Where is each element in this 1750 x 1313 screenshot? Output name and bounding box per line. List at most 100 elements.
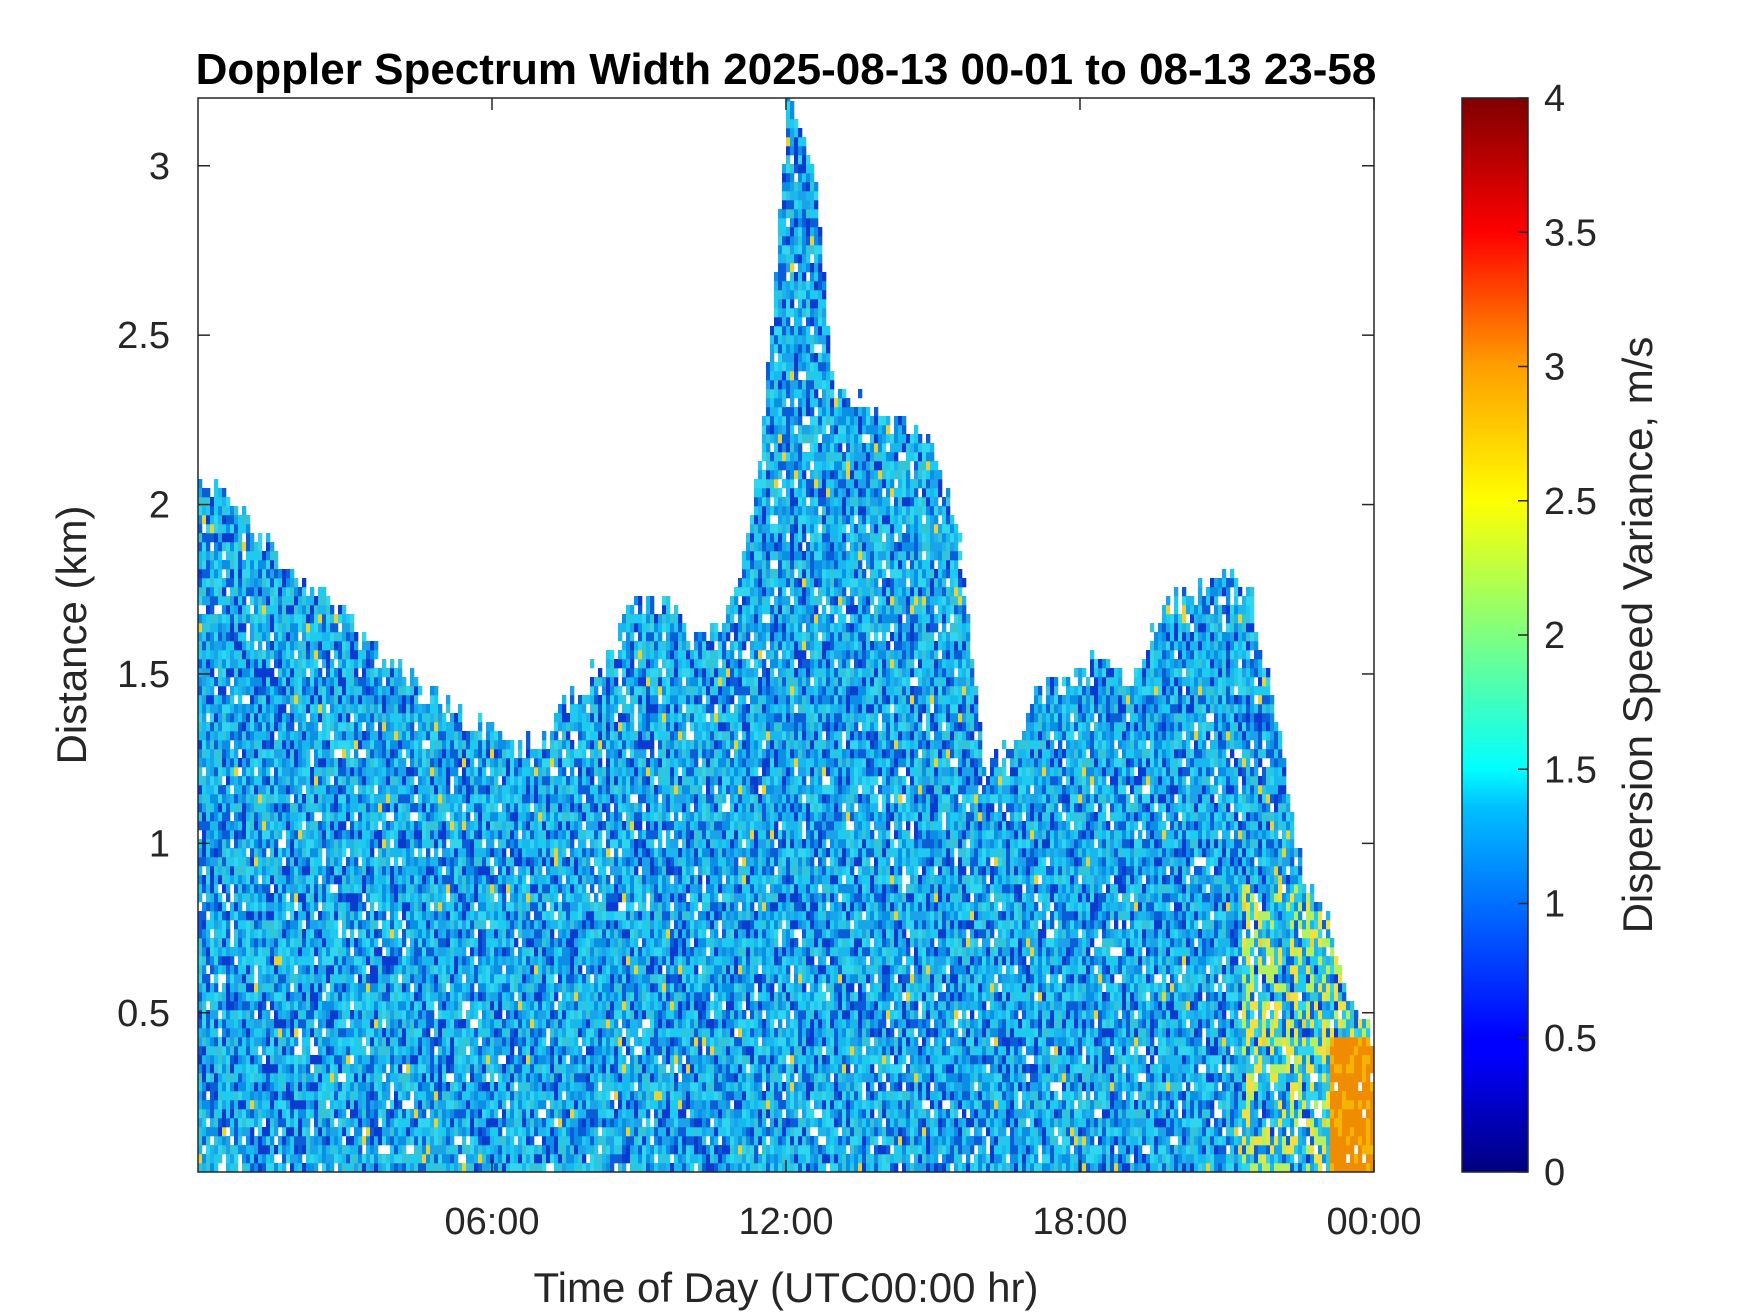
heatmap-cell xyxy=(350,929,355,939)
heatmap-cell xyxy=(422,713,427,723)
heatmap-cell xyxy=(286,1109,291,1119)
heatmap-cell xyxy=(214,533,219,543)
heatmap-cell xyxy=(490,1001,495,1011)
heatmap-cell xyxy=(390,695,395,705)
heatmap-cell xyxy=(246,875,251,885)
heatmap-cell xyxy=(322,596,327,606)
heatmap-cell xyxy=(354,686,359,696)
heatmap-cell xyxy=(278,668,283,678)
heatmap-cell xyxy=(246,821,251,831)
heatmap-cell xyxy=(346,1037,351,1047)
heatmap-cell xyxy=(402,1055,407,1065)
heatmap-cell xyxy=(282,704,287,714)
heatmap-cell xyxy=(242,1145,247,1155)
heatmap-cell xyxy=(318,695,323,705)
heatmap-cell xyxy=(446,992,451,1002)
heatmap-cell xyxy=(334,974,339,984)
heatmap-cell xyxy=(294,911,299,921)
heatmap-cell xyxy=(550,830,555,840)
heatmap-cell xyxy=(258,704,263,714)
heatmap-cell xyxy=(350,902,355,912)
heatmap-cell xyxy=(482,1001,487,1011)
heatmap-cell xyxy=(478,875,483,885)
heatmap-cell xyxy=(378,803,383,813)
heatmap-cell xyxy=(210,884,215,894)
heatmap-cell xyxy=(290,650,295,660)
heatmap-cell xyxy=(226,731,231,741)
heatmap-cell xyxy=(202,1082,207,1092)
heatmap-cell xyxy=(510,1154,515,1164)
heatmap-cell xyxy=(226,1001,231,1011)
heatmap-cell xyxy=(302,677,307,687)
heatmap-cell xyxy=(530,1145,535,1155)
heatmap-cell xyxy=(294,947,299,957)
heatmap-cell xyxy=(342,866,347,876)
heatmap-cell xyxy=(442,992,447,1002)
heatmap-cell xyxy=(394,956,399,966)
heatmap-cell xyxy=(394,974,399,984)
heatmap-cell xyxy=(422,947,427,957)
heatmap-cell xyxy=(226,812,231,822)
heatmap-cell xyxy=(410,992,415,1002)
heatmap-cell xyxy=(234,623,239,633)
heatmap-cell xyxy=(358,695,363,705)
heatmap-cell xyxy=(382,1010,387,1020)
heatmap-cell xyxy=(426,983,431,993)
heatmap-cell xyxy=(334,1055,339,1065)
heatmap-cell xyxy=(542,794,547,804)
heatmap-cell xyxy=(274,785,279,795)
heatmap-cell xyxy=(414,875,419,885)
heatmap-cell xyxy=(202,650,207,660)
heatmap-cell xyxy=(222,1019,227,1029)
heatmap-cell xyxy=(234,713,239,723)
heatmap-cell xyxy=(374,767,379,777)
heatmap-cell xyxy=(258,767,263,777)
heatmap-cell xyxy=(222,1064,227,1074)
heatmap-cell xyxy=(426,1118,431,1128)
heatmap-cell xyxy=(322,866,327,876)
heatmap-cell xyxy=(486,1064,491,1074)
heatmap-cell xyxy=(430,794,435,804)
heatmap-cell xyxy=(210,1001,215,1011)
heatmap-cell xyxy=(410,1055,415,1065)
heatmap-cell xyxy=(498,875,503,885)
heatmap-cell xyxy=(274,776,279,786)
heatmap-cell xyxy=(302,1010,307,1020)
heatmap-cell xyxy=(462,785,467,795)
heatmap-cell xyxy=(250,776,255,786)
heatmap-cell xyxy=(538,1091,543,1101)
heatmap-cell xyxy=(278,569,283,579)
heatmap-cell xyxy=(506,803,511,813)
heatmap-cell xyxy=(470,767,475,777)
heatmap-cell xyxy=(362,1100,367,1110)
heatmap-cell xyxy=(294,794,299,804)
heatmap-cell xyxy=(414,767,419,777)
heatmap-cell xyxy=(534,803,539,813)
heatmap-cell xyxy=(546,1046,551,1056)
heatmap-cell xyxy=(302,704,307,714)
heatmap-cell xyxy=(350,614,355,624)
heatmap-cell xyxy=(250,1064,255,1074)
heatmap-cell xyxy=(310,650,315,660)
heatmap-cell xyxy=(350,767,355,777)
heatmap-cell xyxy=(502,992,507,1002)
heatmap-cell xyxy=(198,623,203,633)
heatmap-cell xyxy=(462,1100,467,1110)
heatmap-cell xyxy=(494,902,499,912)
heatmap-cell xyxy=(474,1010,479,1020)
heatmap-cell xyxy=(254,857,259,867)
heatmap-cell xyxy=(318,830,323,840)
heatmap-cell xyxy=(294,1010,299,1020)
heatmap-cell xyxy=(546,929,551,939)
heatmap-cell xyxy=(398,839,403,849)
heatmap-cell xyxy=(394,866,399,876)
heatmap-cell xyxy=(386,1001,391,1011)
heatmap-cell xyxy=(434,1037,439,1047)
heatmap-cell xyxy=(438,704,443,714)
heatmap-cell xyxy=(238,785,243,795)
heatmap-cell xyxy=(542,1163,547,1172)
heatmap-cell xyxy=(526,992,531,1002)
heatmap-cell xyxy=(434,704,439,714)
heatmap-cell xyxy=(198,596,203,606)
heatmap-cell xyxy=(530,929,535,939)
